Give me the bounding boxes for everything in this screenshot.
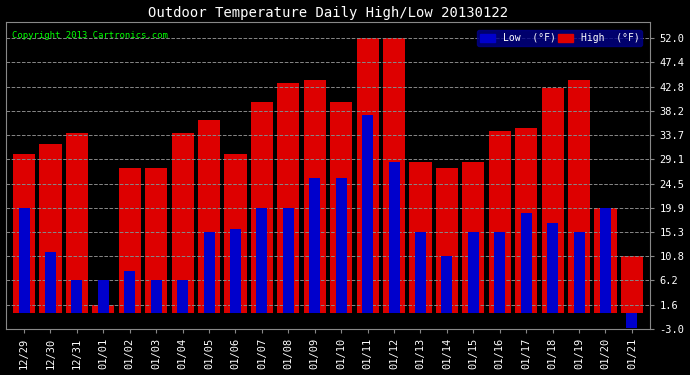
Bar (568, 80, 590, 313)
Bar (442, 256, 453, 313)
Bar (304, 80, 326, 313)
Bar (19, 208, 30, 313)
Bar (573, 232, 584, 313)
Bar (257, 208, 268, 313)
Bar (335, 178, 347, 313)
Bar (224, 154, 246, 313)
Bar (92, 305, 115, 313)
Bar (119, 168, 141, 313)
Bar (521, 213, 532, 313)
Bar (357, 38, 379, 313)
Bar (124, 271, 135, 313)
Bar (172, 133, 194, 313)
Bar (594, 208, 617, 313)
Bar (66, 133, 88, 313)
Bar (362, 115, 373, 313)
Title: Outdoor Temperature Daily High/Low 20130122: Outdoor Temperature Daily High/Low 20130… (148, 6, 508, 20)
Legend: Low  (°F), High  (°F): Low (°F), High (°F) (477, 30, 642, 46)
Bar (309, 178, 320, 313)
Bar (204, 232, 215, 313)
Bar (230, 229, 241, 313)
Bar (494, 232, 505, 313)
Bar (150, 280, 161, 313)
Bar (489, 130, 511, 313)
Bar (39, 144, 61, 313)
Bar (283, 208, 294, 313)
Bar (409, 162, 431, 313)
Bar (436, 168, 458, 313)
Bar (98, 280, 109, 313)
Bar (13, 154, 35, 313)
Bar (542, 88, 564, 313)
Bar (277, 83, 299, 313)
Bar (627, 313, 638, 328)
Bar (250, 102, 273, 313)
Bar (198, 120, 220, 313)
Bar (145, 168, 167, 313)
Bar (71, 280, 83, 313)
Bar (330, 102, 353, 313)
Bar (547, 223, 558, 313)
Bar (621, 256, 643, 313)
Bar (388, 162, 400, 313)
Bar (600, 208, 611, 313)
Bar (45, 252, 56, 313)
Bar (383, 38, 405, 313)
Bar (468, 232, 479, 313)
Bar (515, 128, 538, 313)
Bar (177, 280, 188, 313)
Bar (462, 162, 484, 313)
Text: Copyright 2013 Cartronics.com: Copyright 2013 Cartronics.com (12, 32, 168, 40)
Bar (415, 232, 426, 313)
